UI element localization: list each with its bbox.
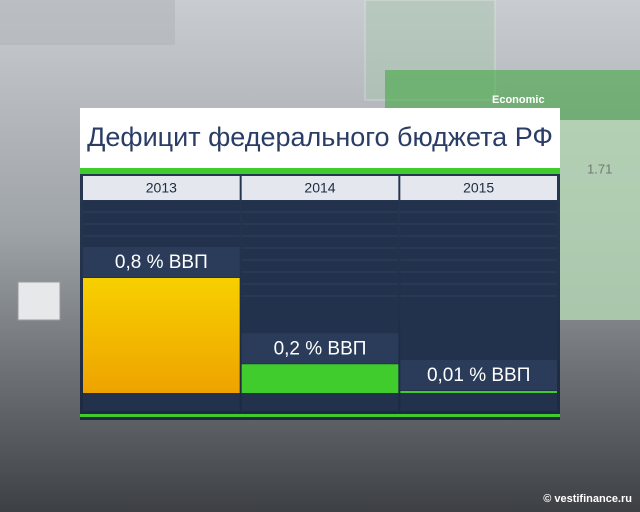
- column-header: [241, 176, 399, 200]
- bottom-strip: [80, 414, 560, 417]
- decor-box: [17, 281, 61, 321]
- x-tick-label: 2013: [146, 180, 177, 196]
- bar: [83, 278, 240, 393]
- title-bar: [80, 108, 560, 168]
- bar: [400, 391, 557, 393]
- value-label: 0,01 % ВВП: [427, 365, 530, 386]
- title-strip: [80, 168, 560, 174]
- value-label: 0,2 % ВВП: [274, 338, 367, 359]
- plot: 2013 0,8 % ВВП 2014 0,2 % ВВП 2015 0,01 % ВВП: [83, 176, 557, 411]
- background-text: 1.71: [587, 161, 612, 176]
- credit: © vestifinance.ru: [543, 493, 632, 505]
- background-text: Economic: [492, 94, 545, 106]
- x-tick-label: 2015: [463, 180, 494, 196]
- bar: [241, 364, 399, 393]
- column-header: [83, 176, 240, 200]
- chart-title: Дефицит федерального бюджета РФ: [87, 122, 553, 152]
- value-label-box: [83, 247, 240, 277]
- decor-box: [0, 0, 175, 45]
- x-tick-label: 2014: [304, 180, 335, 196]
- value-label-box: [241, 333, 399, 364]
- value-label: 0,8 % ВВП: [115, 252, 208, 273]
- value-label-box: [400, 360, 557, 390]
- decor-box: [560, 120, 640, 320]
- column-header: [400, 176, 557, 200]
